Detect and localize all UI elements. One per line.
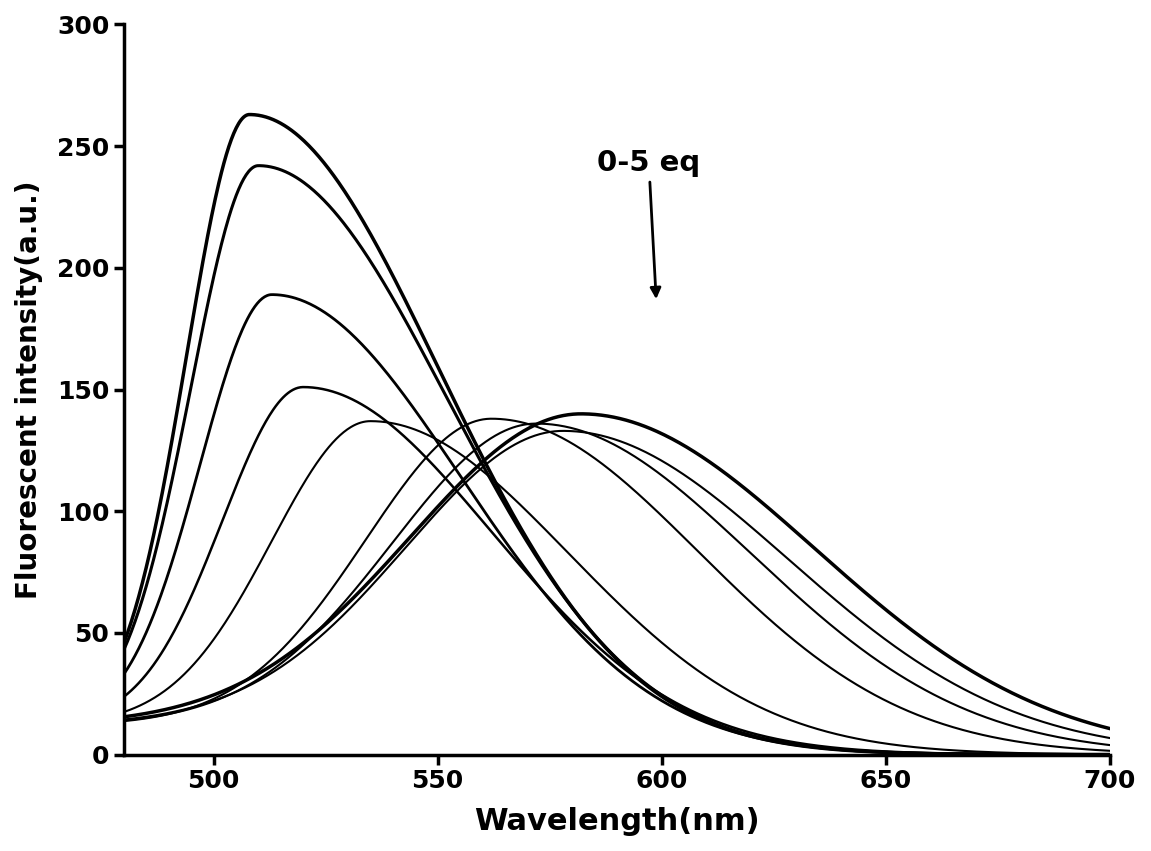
Y-axis label: Fluorescent intensity(a.u.): Fluorescent intensity(a.u.)	[15, 180, 43, 599]
Text: 0-5 eq: 0-5 eq	[597, 149, 701, 296]
X-axis label: Wavelength(nm): Wavelength(nm)	[474, 807, 760, 836]
